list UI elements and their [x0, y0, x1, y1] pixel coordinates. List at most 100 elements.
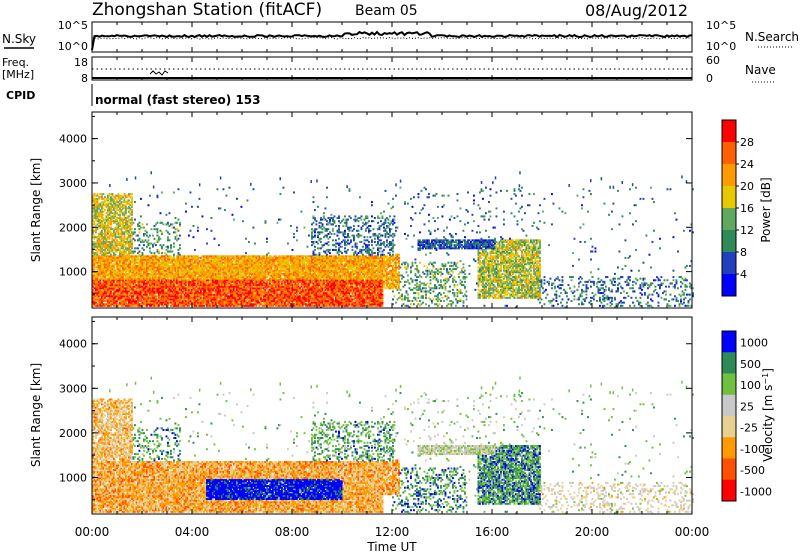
power-cell	[224, 300, 226, 303]
power-cell	[204, 277, 207, 280]
power-cell	[176, 280, 178, 283]
power-cell	[236, 272, 238, 275]
power-cell	[108, 234, 111, 237]
power-cell	[159, 284, 162, 287]
power-cell	[156, 228, 159, 231]
power-cell	[207, 298, 210, 301]
power-cell	[192, 300, 195, 303]
power-cell	[105, 202, 108, 205]
power-cell	[95, 210, 97, 213]
power-cell	[182, 271, 184, 274]
power-cell	[92, 196, 94, 199]
power-cell	[131, 196, 133, 199]
power-cell	[137, 282, 139, 285]
power-cell	[230, 279, 232, 282]
power-cell	[170, 245, 172, 248]
power-cell	[233, 218, 235, 221]
power-cell	[108, 295, 111, 298]
power-cell	[203, 298, 205, 301]
power-cell	[224, 279, 226, 282]
power-cell	[116, 290, 118, 293]
power-cell	[216, 280, 219, 283]
power-cell	[123, 290, 126, 293]
power-cell	[207, 292, 210, 295]
power-cell	[107, 229, 109, 232]
power-cell	[150, 295, 153, 298]
power-cell	[161, 292, 163, 295]
power-cell	[182, 284, 184, 287]
power-cell	[111, 239, 114, 242]
power-cell	[110, 279, 112, 282]
power-cell	[216, 277, 219, 280]
power-cell	[159, 244, 162, 247]
power-cell	[98, 260, 100, 263]
power-cell	[200, 298, 202, 301]
power-cell	[129, 237, 132, 240]
power-cell	[176, 268, 178, 271]
power-cell	[203, 282, 205, 285]
power-cell	[225, 276, 228, 279]
power-cell	[107, 245, 109, 248]
power-cell	[161, 274, 163, 277]
power-cell	[104, 201, 106, 204]
power-cell	[105, 303, 108, 306]
power-cell	[174, 279, 177, 282]
power-cell	[168, 280, 171, 283]
power-cell	[185, 272, 187, 275]
power-cell	[125, 221, 127, 224]
power-cell	[114, 272, 117, 275]
power-cell	[147, 274, 150, 277]
power-cell	[138, 264, 141, 267]
power-cell	[194, 266, 196, 269]
power-cell	[170, 260, 172, 263]
power-cell	[96, 271, 99, 274]
power-cell	[146, 293, 148, 296]
power-cell	[200, 282, 202, 285]
power-cell	[98, 242, 100, 245]
power-cell	[236, 266, 238, 269]
power-cell	[155, 255, 157, 258]
power-cell	[155, 261, 157, 264]
power-cell	[147, 288, 150, 291]
power-cell	[147, 296, 150, 299]
power-cell	[143, 255, 145, 258]
power-cell	[165, 268, 168, 271]
power-cell	[206, 242, 208, 245]
power-cell	[113, 285, 115, 288]
power-cell	[215, 272, 217, 275]
power-cell	[101, 234, 103, 237]
power-cell	[156, 288, 159, 291]
power-cell	[158, 301, 160, 304]
power-cell	[195, 263, 198, 266]
power-cell	[105, 300, 108, 303]
power-cell	[158, 282, 160, 285]
power-cell	[189, 269, 192, 272]
power-cell	[101, 223, 103, 226]
power-cell	[152, 271, 154, 274]
power-cell	[191, 276, 193, 279]
power-cell	[173, 287, 175, 290]
power-cell	[123, 248, 126, 251]
sky-count-line	[91, 30, 693, 51]
power-cell	[104, 292, 106, 295]
power-cell	[102, 242, 105, 245]
sky-right-label: N.Search	[745, 30, 799, 44]
power-cell	[105, 266, 108, 269]
power-cell	[161, 221, 163, 224]
power-cell	[198, 292, 201, 295]
power-cell	[206, 274, 208, 277]
power-cell	[111, 199, 114, 202]
power-cell	[105, 245, 108, 248]
power-cell	[191, 293, 193, 296]
power-cell	[126, 239, 129, 242]
power-cell	[207, 280, 210, 283]
power-cell	[221, 272, 223, 275]
power-cell	[110, 277, 112, 280]
power-cell	[108, 213, 111, 216]
power-cell	[113, 264, 115, 267]
power-cell	[120, 201, 123, 204]
power-cell	[203, 287, 205, 290]
power-cell	[191, 264, 193, 267]
power-cell	[179, 284, 181, 287]
power-cell	[198, 197, 201, 200]
